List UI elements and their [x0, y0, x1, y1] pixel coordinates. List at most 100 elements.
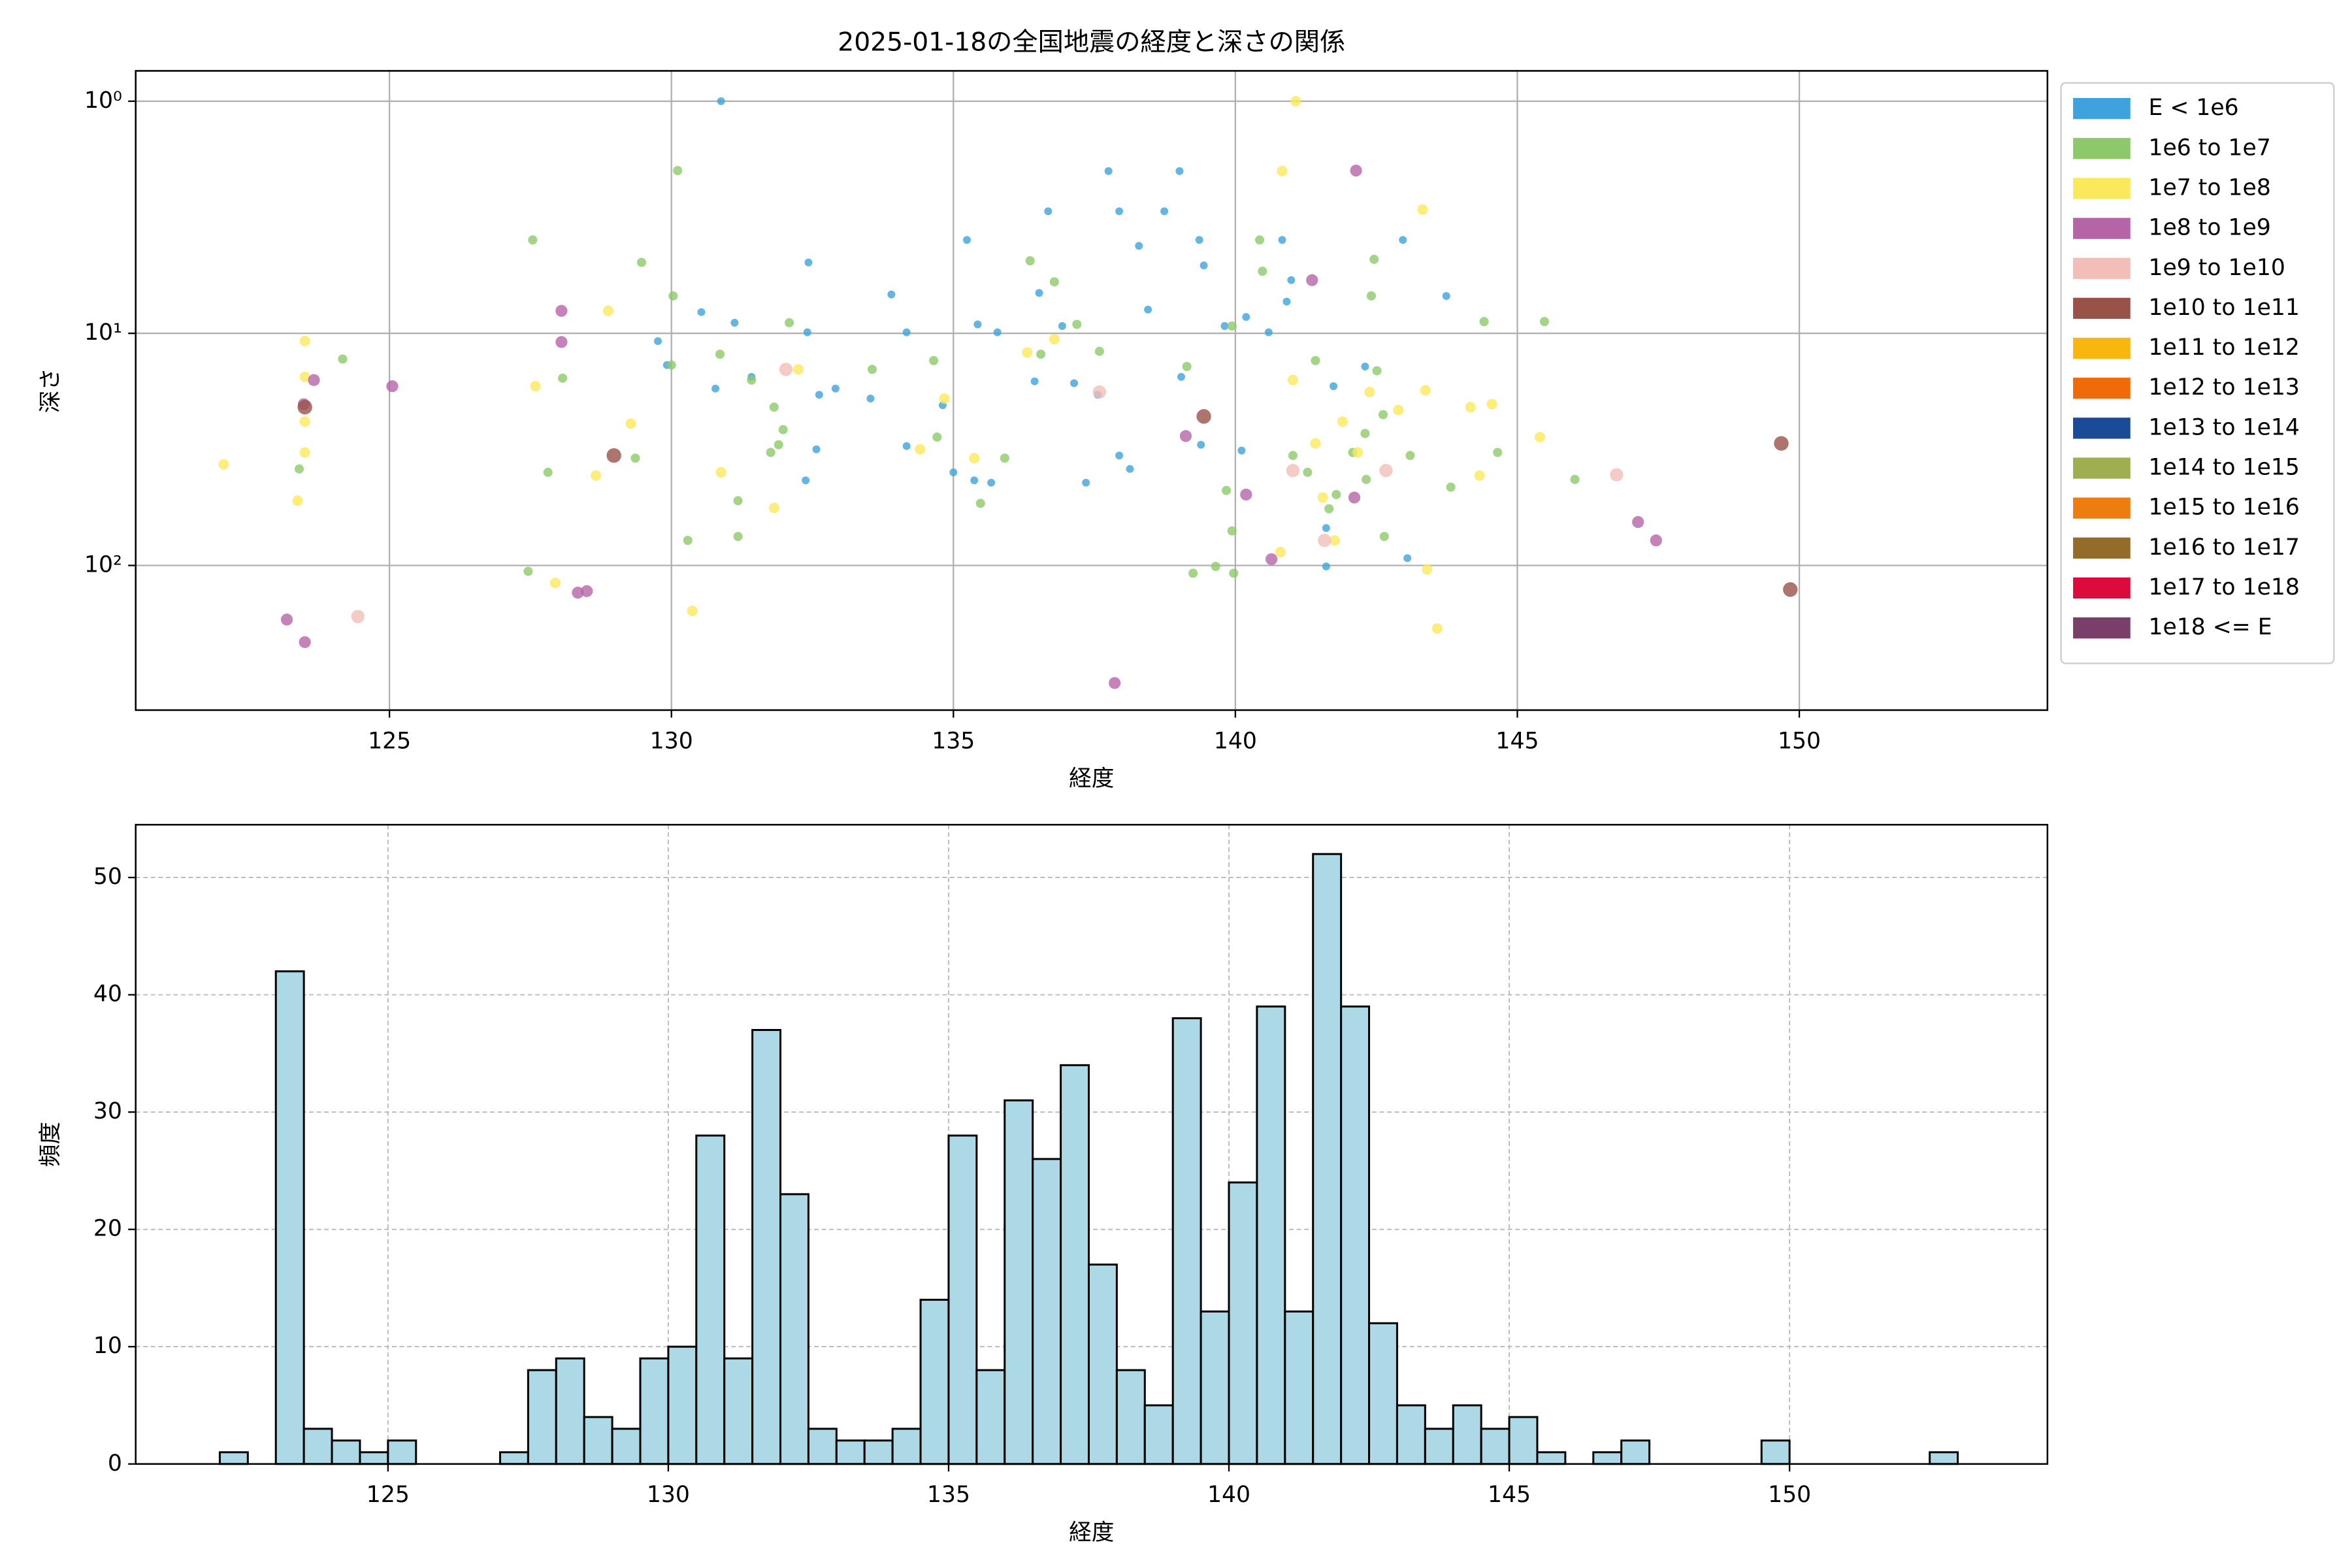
point: [386, 380, 399, 393]
bar: [1396, 1404, 1426, 1465]
point: [1352, 447, 1364, 458]
point: [866, 395, 875, 403]
point: [1364, 386, 1375, 398]
point: [1474, 470, 1485, 481]
point: [1082, 478, 1090, 487]
legend-swatch: [2073, 178, 2131, 199]
point: [299, 371, 310, 382]
point: [683, 536, 693, 546]
bar: [1284, 1310, 1315, 1465]
bar: [1340, 1005, 1371, 1465]
point: [1227, 526, 1237, 536]
y-tick-label: 10¹: [84, 319, 122, 346]
point: [804, 258, 813, 267]
point: [785, 318, 794, 327]
point: [299, 636, 311, 648]
point: [975, 498, 985, 508]
point: [1109, 677, 1121, 689]
point: [1479, 317, 1489, 327]
legend-label: 1e13 to 1e14: [2148, 414, 2299, 440]
bar: [1228, 1181, 1258, 1465]
legend-label: 1e8 to 1e9: [2148, 215, 2270, 241]
x-tick-label: 150: [1778, 728, 1821, 754]
point: [1287, 374, 1298, 385]
point: [831, 384, 840, 393]
point: [711, 384, 720, 393]
point: [543, 467, 553, 477]
point: [730, 318, 739, 327]
point: [1220, 322, 1229, 331]
legend-swatch: [2073, 337, 2131, 359]
point: [766, 448, 776, 457]
bar: [1312, 853, 1343, 1465]
bar: [555, 1357, 585, 1465]
legend-swatch: [2073, 617, 2131, 639]
bar: [1200, 1310, 1230, 1465]
point: [887, 290, 896, 299]
point: [1420, 385, 1431, 396]
point: [1104, 167, 1113, 175]
bar: [1115, 1369, 1146, 1465]
point: [555, 304, 568, 317]
bar: [863, 1439, 894, 1465]
point: [630, 453, 640, 463]
legend-label: 1e15 to 1e16: [2148, 495, 2299, 521]
point: [1144, 305, 1152, 314]
point: [1177, 372, 1186, 381]
point: [1486, 399, 1497, 410]
bar: [1256, 1005, 1286, 1465]
point: [949, 468, 958, 476]
bar: [1760, 1439, 1791, 1465]
point: [803, 328, 811, 336]
legend-label: 1e12 to 1e13: [2148, 374, 2299, 400]
point: [625, 418, 636, 429]
point: [1322, 524, 1330, 532]
point: [1570, 474, 1580, 484]
point: [1266, 553, 1278, 566]
legend-swatch: [2073, 537, 2131, 559]
point: [528, 235, 538, 245]
point: [1306, 274, 1318, 286]
legend-label: 1e14 to 1e15: [2148, 455, 2299, 481]
x-tick-label: 140: [1214, 728, 1257, 754]
point: [1378, 410, 1388, 419]
point: [1049, 277, 1059, 287]
point: [530, 381, 541, 392]
legend-label: 1e7 to 1e8: [2148, 174, 2270, 201]
point: [1115, 451, 1124, 460]
point: [1275, 546, 1286, 558]
point: [1022, 347, 1033, 358]
bar: [527, 1369, 557, 1465]
x-axis-label: 経度: [1069, 766, 1114, 792]
point: [1303, 467, 1313, 477]
point: [1222, 485, 1232, 495]
point: [687, 606, 698, 617]
point: [558, 373, 568, 383]
legend-swatch: [2073, 257, 2131, 279]
point: [590, 470, 602, 481]
point: [902, 328, 911, 336]
point: [769, 402, 779, 412]
point: [973, 320, 982, 329]
point: [1254, 235, 1265, 245]
point: [1286, 464, 1300, 478]
point: [993, 328, 1002, 336]
point: [915, 444, 926, 455]
point: [1282, 297, 1291, 306]
point: [1331, 489, 1341, 500]
bar: [1368, 1322, 1398, 1465]
point: [1195, 236, 1203, 244]
legend-swatch: [2073, 218, 2131, 239]
point: [715, 466, 727, 478]
bar: [359, 1451, 389, 1465]
point: [929, 355, 939, 365]
bar: [1060, 1064, 1090, 1465]
point: [987, 478, 996, 487]
point: [1211, 561, 1220, 572]
bar: [919, 1298, 950, 1465]
point: [1197, 440, 1205, 449]
y-tick-label: 10: [93, 1333, 122, 1359]
point: [1072, 319, 1082, 329]
point: [1058, 322, 1066, 331]
